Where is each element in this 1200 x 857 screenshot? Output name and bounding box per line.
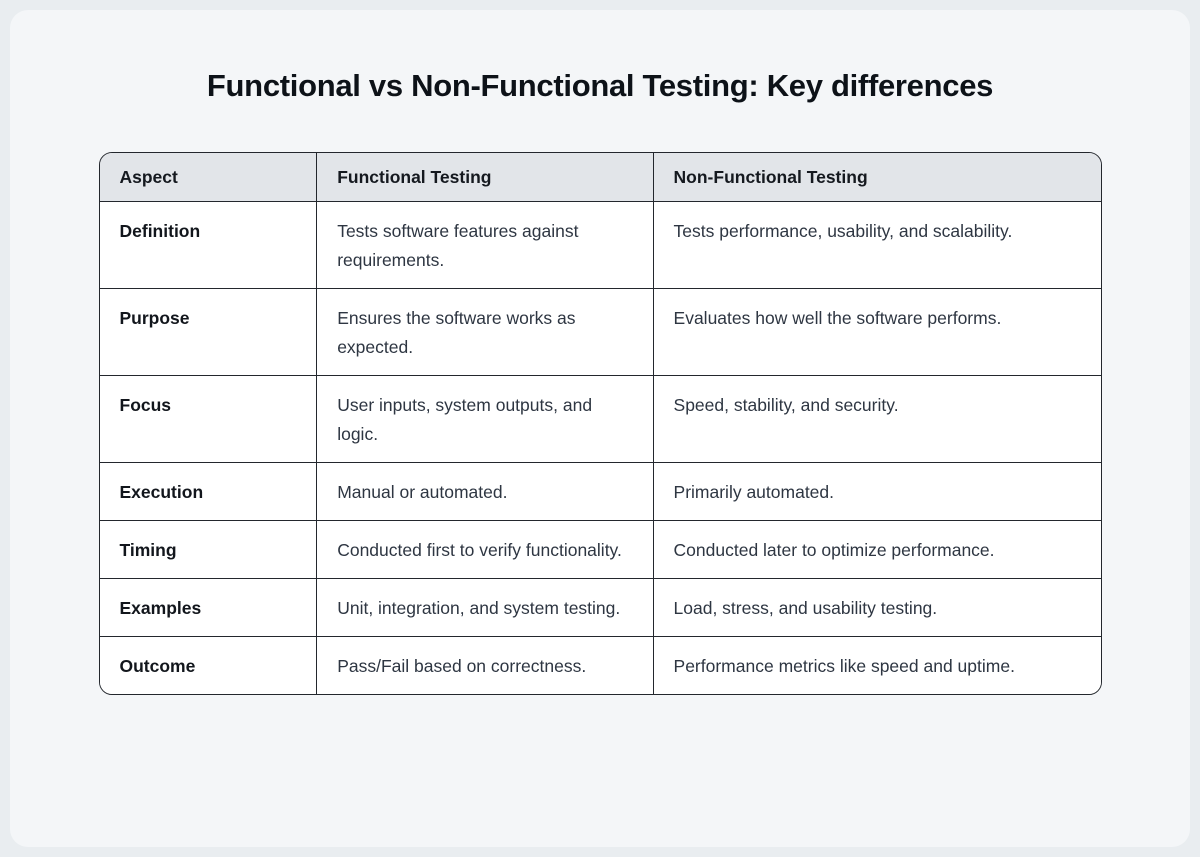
functional-cell: User inputs, system outputs, and logic.: [316, 375, 654, 463]
non-functional-cell: Load, stress, and usability testing.: [652, 578, 1101, 637]
page-title: Functional vs Non-Functional Testing: Ke…: [206, 68, 994, 103]
table-row-definition: Definition Tests software features again…: [99, 201, 1101, 289]
header-cell-non-functional: Non-Functional Testing: [652, 153, 1101, 202]
content-card: Functional vs Non-Functional Testing: Ke…: [10, 10, 1190, 847]
table-row-timing: Timing Conducted first to verify functio…: [99, 520, 1101, 579]
table-row-purpose: Purpose Ensures the software works as ex…: [99, 288, 1101, 376]
non-functional-cell: Tests performance, usability, and scalab…: [652, 201, 1101, 289]
aspect-cell: Definition: [99, 201, 318, 289]
non-functional-cell: Performance metrics like speed and uptim…: [652, 636, 1101, 694]
aspect-cell: Timing: [99, 520, 318, 579]
functional-cell: Tests software features against requirem…: [316, 201, 654, 289]
functional-cell: Conducted first to verify functionality.: [316, 520, 654, 579]
functional-cell: Unit, integration, and system testing.: [316, 578, 654, 637]
aspect-cell: Execution: [99, 462, 318, 521]
non-functional-cell: Evaluates how well the software performs…: [652, 288, 1101, 376]
functional-cell: Manual or automated.: [316, 462, 654, 521]
non-functional-cell: Speed, stability, and security.: [652, 375, 1101, 463]
table-row-execution: Execution Manual or automated. Primarily…: [99, 462, 1101, 521]
table-header-row: Aspect Functional Testing Non-Functional…: [99, 153, 1101, 202]
functional-cell: Ensures the software works as expected.: [316, 288, 654, 376]
aspect-cell: Outcome: [99, 636, 318, 694]
comparison-table: Aspect Functional Testing Non-Functional…: [98, 152, 1102, 695]
aspect-cell: Purpose: [99, 288, 318, 376]
header-cell-aspect: Aspect: [99, 153, 318, 202]
header-cell-functional: Functional Testing: [316, 153, 654, 202]
aspect-cell: Focus: [99, 375, 318, 463]
aspect-cell: Examples: [99, 578, 318, 637]
table-row-outcome: Outcome Pass/Fail based on correctness. …: [99, 636, 1101, 694]
table-row-examples: Examples Unit, integration, and system t…: [99, 578, 1101, 637]
non-functional-cell: Primarily automated.: [652, 462, 1101, 521]
table-row-focus: Focus User inputs, system outputs, and l…: [99, 375, 1101, 463]
comparison-table-grid: Aspect Functional Testing Non-Functional…: [99, 153, 1101, 694]
functional-cell: Pass/Fail based on correctness.: [316, 636, 654, 694]
non-functional-cell: Conducted later to optimize performance.: [652, 520, 1101, 579]
